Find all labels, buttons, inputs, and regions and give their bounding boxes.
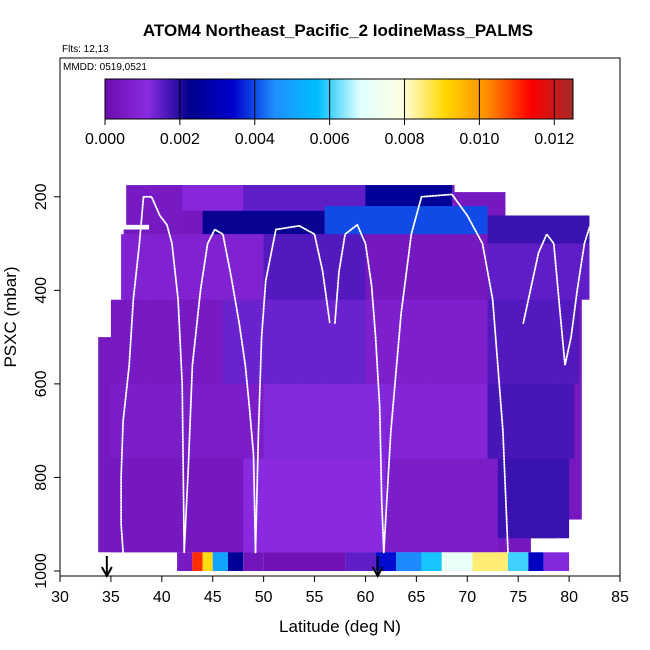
- bottom-row-cell-5: [243, 552, 264, 571]
- x-tick-label-10: 80: [560, 589, 578, 606]
- latitude-markers: [100, 556, 384, 579]
- colorbar-tick-label-6: 0.012: [534, 131, 574, 148]
- heat-cell-19: [110, 458, 244, 553]
- flight-track-segment-4: [254, 224, 331, 554]
- bottom-row-cell-2: [202, 552, 213, 571]
- bottom-row-cell-12: [472, 552, 508, 571]
- flight-track-segment-1: [142, 195, 186, 554]
- latitude-marker-1: [371, 556, 384, 579]
- flight-track-segment-2: [183, 228, 247, 554]
- bottom-row-cell-14: [528, 552, 544, 571]
- bottom-row-cell-4: [228, 552, 244, 571]
- heat-cell-12: [222, 299, 366, 384]
- y-tick-label-3: 800: [33, 464, 50, 491]
- colorbar-tick-label-1: 0.002: [160, 131, 200, 148]
- bottom-row-cell-8: [375, 552, 396, 571]
- heat-cell-9: [365, 234, 488, 300]
- chart-title: ATOM4 Northeast_Pacific_2 IodineMass_PAL…: [143, 21, 533, 40]
- colorbar-gradient: [104, 78, 574, 120]
- bottom-row-cell-1: [192, 552, 203, 571]
- flight-track-segment-5: [334, 223, 377, 338]
- colorbar-tick-label-2: 0.004: [235, 131, 275, 148]
- heat-cell-7: [121, 234, 264, 300]
- heat-cell-6: [487, 215, 590, 244]
- x-axis-label: Latitude (deg N): [279, 617, 401, 636]
- flight-track-segment-8: [522, 226, 591, 366]
- heat-cell-14: [487, 299, 580, 384]
- x-tick-label-6: 60: [357, 589, 375, 606]
- y-axis-label: PSXC (mbar): [1, 266, 20, 367]
- bottom-row-cell-15: [543, 552, 570, 571]
- flight-track-segment-6: [374, 336, 385, 554]
- heat-cell-20: [243, 458, 386, 553]
- dates-label: MMDD: 0519,0521: [63, 62, 147, 73]
- heat-cell-22: [497, 458, 570, 539]
- marker-arrow-head-0: [100, 566, 113, 579]
- heat-cell-3: [365, 185, 452, 207]
- bottom-row-cell-3: [212, 552, 228, 571]
- y-tick-label-4: 1000: [33, 553, 50, 589]
- x-tick-label-0: 30: [51, 589, 69, 606]
- bottom-row-cell-0: [177, 552, 193, 571]
- x-tick-label-8: 70: [458, 589, 476, 606]
- x-tick-label-7: 65: [407, 589, 425, 606]
- heat-cell-21: [385, 458, 498, 553]
- x-tick-label-3: 45: [204, 589, 222, 606]
- flight-track-segment-0: [120, 195, 145, 554]
- plot-frame: [59, 57, 621, 577]
- bottom-row-cell-7: [345, 552, 376, 571]
- x-tick-label-4: 50: [255, 589, 273, 606]
- x-tick-label-9: 75: [509, 589, 527, 606]
- heat-cell-8: [263, 234, 366, 300]
- bottom-row-cell-10: [421, 552, 442, 571]
- flights-label: Flts: 12,13: [62, 44, 109, 55]
- bottom-row-cell-11: [441, 552, 473, 571]
- heat-cell-1: [182, 185, 244, 211]
- heat-cell-0: [126, 185, 183, 225]
- flight-track-segment-3: [244, 364, 257, 554]
- latitude-marker-0: [100, 556, 113, 579]
- x-tick-label-5: 55: [306, 589, 324, 606]
- y-tick-label-2: 600: [33, 370, 50, 397]
- y-tick-label-1: 400: [33, 277, 50, 304]
- y-tick-label-0: 200: [33, 183, 50, 210]
- heat-cell-16: [263, 383, 386, 459]
- heat-cell-15: [110, 383, 264, 459]
- bottom-row-cell-6: [263, 552, 346, 571]
- colorbar-tick-label-5: 0.010: [459, 131, 499, 148]
- x-tick-label-2: 40: [153, 589, 171, 606]
- bottom-row-cell-13: [508, 552, 529, 571]
- bottom-row-cell-9: [396, 552, 422, 571]
- marker-arrow-head-1: [371, 566, 384, 579]
- x-tick-label-11: 85: [611, 589, 629, 606]
- y-axis: 200 400 600 800 1000: [33, 183, 60, 589]
- heat-cell-4: [202, 210, 325, 235]
- x-axis: 30 35 40 45 50 55 60 65 70 75 80 85: [51, 576, 629, 606]
- colorbar-tick-label-3: 0.006: [310, 131, 350, 148]
- colorbar: 0.000 0.002 0.004 0.006 0.008 0.010 0.012: [85, 78, 574, 148]
- colorbar-tick-label-4: 0.008: [384, 131, 424, 148]
- heat-cell-13: [365, 299, 488, 384]
- flight-track-segment-7: [382, 193, 509, 554]
- colorbar-tick-label-0: 0.000: [85, 131, 125, 148]
- heat-cell-17: [385, 383, 488, 459]
- x-tick-label-1: 35: [102, 589, 120, 606]
